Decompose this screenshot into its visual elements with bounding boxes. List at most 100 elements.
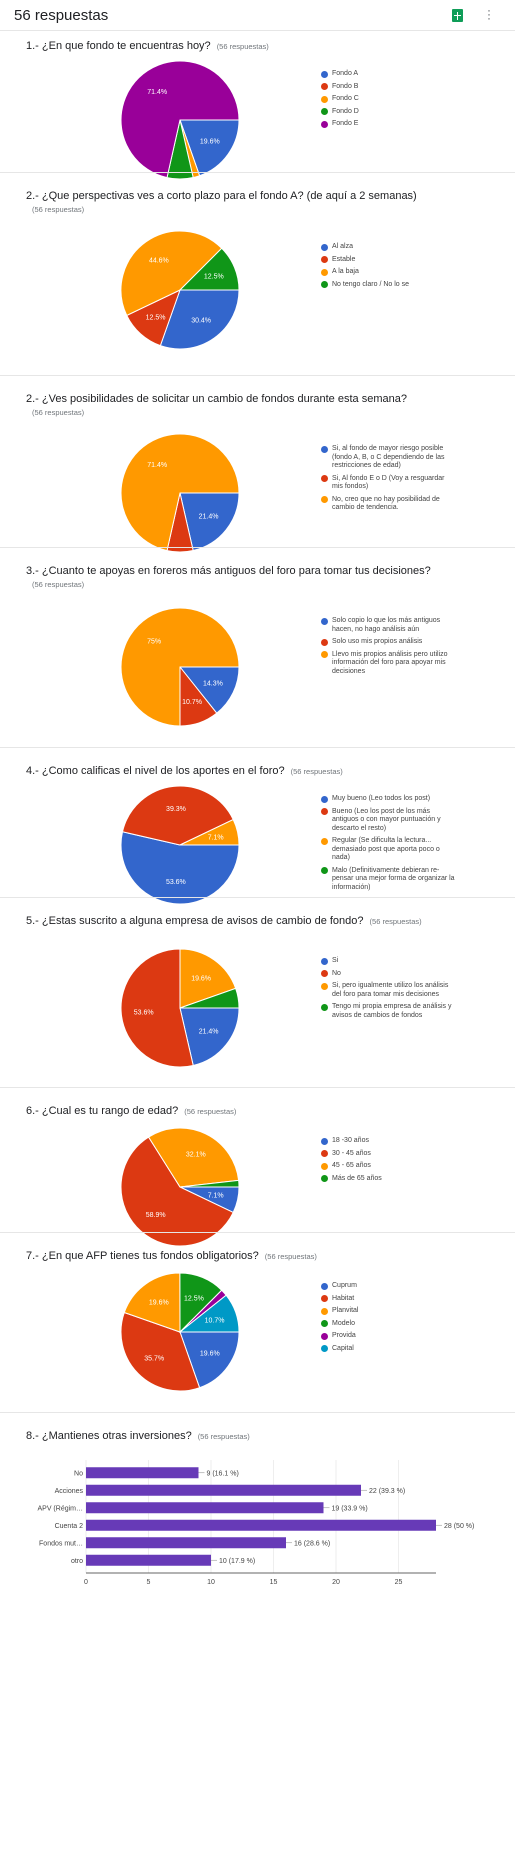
section-divider	[0, 897, 515, 898]
legend-label: Fondo C	[332, 95, 359, 102]
question-text: 5.- ¿Estas suscrito a alguna empresa de …	[26, 915, 364, 927]
legend-item: Planvital	[321, 1307, 456, 1316]
slice-label: 14.3%	[203, 680, 223, 687]
legend-label: Si	[332, 957, 339, 964]
legend-marker	[321, 651, 328, 658]
legend-marker	[321, 1282, 328, 1290]
slice-label: 12.5%	[146, 315, 166, 322]
legend-item: Fondo D	[321, 108, 456, 117]
legend-marker	[321, 970, 328, 977]
y-tick-label: Fondos mut…	[39, 1540, 83, 1547]
slice-label: 7.1%	[208, 1193, 224, 1200]
legend-label: Muy bueno (Leo todos los post)	[332, 795, 431, 802]
x-tick-label: 25	[395, 1579, 403, 1586]
legend-label: 18 -30 años	[332, 1137, 369, 1144]
legend-marker	[321, 867, 328, 874]
header-title: 56 respuestas	[14, 7, 109, 24]
value-label: 28 (50 %)	[444, 1523, 474, 1530]
legend-item: No tengo claro / No lo se	[321, 281, 456, 290]
slice-label: 21.4%	[199, 1028, 219, 1035]
question-title: 5.- ¿Estas suscrito a alguna empresa de …	[26, 915, 436, 928]
y-tick-label: Acciones	[55, 1488, 84, 1495]
legend-label: Si, pero igualmente utilizo los análisis…	[332, 982, 449, 998]
question-text: 4.- ¿Como calificas el nivel de los apor…	[26, 765, 285, 777]
legend-marker	[321, 1295, 328, 1302]
section-divider	[0, 375, 515, 376]
legend-marker	[321, 95, 328, 103]
pie-slice	[179, 818, 240, 846]
pie-slice	[178, 1294, 240, 1333]
slice-label: 19.6%	[200, 1351, 220, 1358]
legend-label: Fondo E	[332, 120, 359, 127]
legend-label: Llevo mis propios análisis pero utilizo …	[332, 650, 448, 675]
response-count: (56 respuestas)	[369, 917, 422, 926]
section-divider	[0, 1087, 515, 1088]
value-label: 10 (17.9 %)	[219, 1558, 255, 1565]
legend: Cuprum Habitat Planvital Modelo Provida Capit…	[321, 1282, 456, 1357]
pie-slice	[178, 247, 240, 291]
legend-item: Fondo C	[321, 95, 456, 104]
legend-label: Fondo A	[332, 70, 359, 77]
y-tick-label: otro	[71, 1558, 83, 1565]
slice-label: 32.1%	[186, 1152, 206, 1159]
value-label: 16 (28.6 %)	[294, 1540, 330, 1547]
legend-item: Solo copio lo que los más antiguos hacen…	[321, 617, 456, 634]
legend: Si, al fondo de mayor riesgo posible (fo…	[321, 445, 456, 517]
slice-label: 39.3%	[166, 806, 186, 813]
slice-label: 30.4%	[191, 317, 211, 324]
bar	[86, 1519, 436, 1531]
question-title: 2.- ¿Que perspectivas ves a corto plazo …	[26, 190, 436, 216]
response-count: (56 respuestas)	[216, 42, 269, 51]
legend-marker	[321, 617, 328, 625]
response-count: (56 respuestas)	[32, 205, 85, 214]
slice-label: 12.5%	[204, 274, 224, 281]
legend-item: Tengo mi propia empresa de análisis y av…	[321, 1003, 456, 1020]
question-title: 7.- ¿En que AFP tienes tus fondos obliga…	[26, 1250, 436, 1263]
response-count: (56 respuestas)	[32, 408, 85, 417]
legend-marker	[321, 957, 328, 965]
question-text: 6.- ¿Cual es tu rango de edad?	[26, 1105, 179, 1117]
pie-slice	[121, 785, 234, 846]
legend-marker	[321, 120, 328, 128]
question-title: 4.- ¿Como calificas el nivel de los apor…	[26, 765, 436, 778]
pie-slice	[120, 60, 240, 179]
legend-marker	[321, 1003, 328, 1011]
legend-label: Provida	[332, 1332, 356, 1339]
legend-item: Modelo	[321, 1320, 456, 1329]
legend-marker	[321, 475, 328, 482]
legend-label: Bueno (Leo los post de los más antiguos …	[332, 807, 441, 832]
response-count: (56 respuestas)	[290, 767, 343, 776]
pie-slice	[178, 666, 240, 714]
question-title: 8.- ¿Mantienes otras inversiones? (56 res…	[26, 1430, 436, 1443]
legend-label: Regular (Se dificulta la lectura... dema…	[332, 837, 440, 861]
bar	[86, 1467, 199, 1479]
more-button[interactable]: · · ·	[487, 3, 491, 25]
value-label: 9 (16.1 %)	[207, 1470, 239, 1477]
pie-slice	[179, 1179, 240, 1188]
y-tick-label: APV (Régim…	[37, 1505, 83, 1512]
legend-marker	[321, 808, 328, 815]
legend-item: Cuprum	[321, 1282, 456, 1291]
legend-marker	[321, 256, 328, 263]
legend-item: Si, pero igualmente utilizo los análisis…	[321, 982, 456, 999]
pie-slice	[120, 831, 240, 905]
header: 56 respuestas · · ·	[0, 0, 515, 31]
slice-label: 19.6%	[149, 1300, 169, 1307]
legend-label: Si, Al fondo E o D (Voy a resguardar mis…	[332, 474, 445, 491]
legend-label: Estable	[332, 255, 356, 263]
pie-slice	[159, 289, 240, 350]
legend-marker	[321, 1150, 328, 1157]
sheets-button[interactable]	[452, 9, 463, 22]
x-tick-label: 0	[84, 1579, 88, 1586]
legend-marker	[321, 268, 328, 276]
legend-item: Llevo mis propios análisis pero utilizo …	[321, 651, 456, 677]
slice-label: 19.6%	[191, 976, 211, 983]
slice-label: 35.7%	[144, 1355, 164, 1362]
legend-item: 30 - 45 años	[321, 1150, 456, 1159]
slice-label: 10.7%	[182, 699, 202, 706]
slice-label: 7.1%	[208, 834, 224, 841]
pie-slice	[179, 1007, 240, 1067]
question-text: 3.- ¿Cuanto te apoyas en foreros más ant…	[26, 565, 431, 577]
legend-marker	[321, 281, 328, 288]
legend-label: Planvital	[332, 1307, 359, 1314]
